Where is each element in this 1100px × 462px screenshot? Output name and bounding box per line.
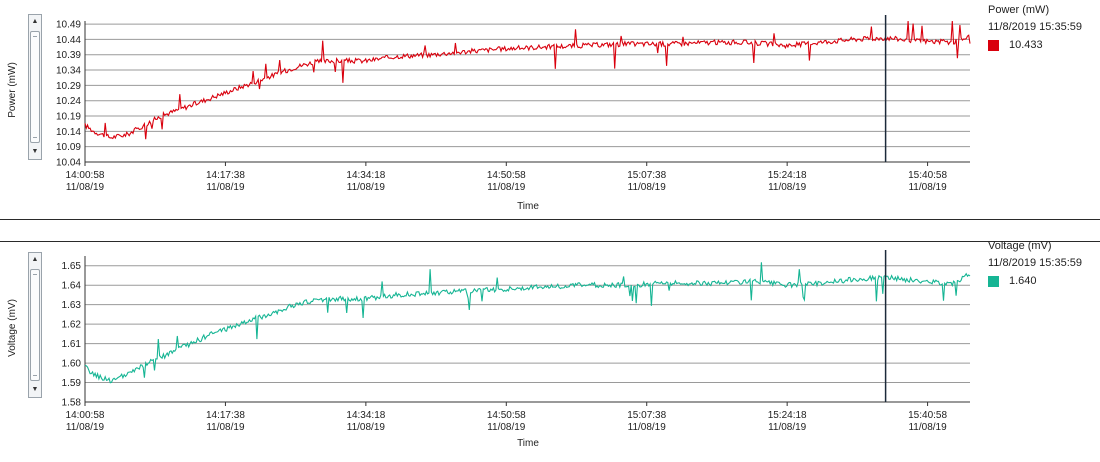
voltage-legend-entry: 1.640 <box>988 275 1082 287</box>
scroll-down-arrow-icon[interactable]: ▼ <box>31 386 39 393</box>
scrollbar-thumb[interactable] <box>30 31 40 143</box>
power-y-tick-label: 10.29 <box>56 81 81 92</box>
voltage-x-tick-time: 15:40:58 <box>908 410 947 421</box>
power-x-tick-date: 11/08/19 <box>908 182 947 193</box>
scrollbar-thumb[interactable] <box>30 269 40 381</box>
voltage-y-axis-label: Voltage (mV) <box>7 299 18 357</box>
power-y-axis-label: Power (mW) <box>7 62 18 118</box>
power-chart: Power (mW) Time 10.04 10.09 10.14 10.19 10.2… <box>7 15 971 212</box>
voltage-x-tick-date: 11/08/19 <box>487 422 526 433</box>
power-legend-value: 10.433 <box>1009 39 1043 51</box>
panel-divider <box>0 219 1100 220</box>
power-x-tick-date: 11/08/19 <box>66 182 105 193</box>
power-x-tick-time: 14:34:18 <box>346 170 385 181</box>
voltage-y-tick-label: 1.61 <box>62 339 82 350</box>
scroll-up-arrow-icon[interactable]: ▲ <box>31 256 39 263</box>
power-x-tick-time: 14:50:58 <box>487 170 526 181</box>
voltage-legend-swatch <box>988 275 999 287</box>
power-y-tick-label: 10.09 <box>56 142 81 153</box>
power-y-tick-label: 10.39 <box>56 50 81 61</box>
voltage-y-tick-label: 1.62 <box>62 320 82 331</box>
voltage-y-tick-label: 1.64 <box>62 281 82 292</box>
power-chart-panel: Power (mW) Time 10.04 10.09 10.14 10.19 10.2… <box>0 0 1100 222</box>
power-x-tick-date: 11/08/19 <box>628 182 667 193</box>
voltage-series-line <box>84 262 971 384</box>
power-y-tick-label: 10.24 <box>56 96 81 107</box>
voltage-x-axis-label: Time <box>517 438 539 449</box>
power-x-tick-time: 15:40:58 <box>908 170 947 181</box>
power-x-tick-date: 11/08/19 <box>347 182 386 193</box>
voltage-y-tick-label: 1.65 <box>62 261 82 272</box>
power-x-tick-date: 11/08/19 <box>487 182 526 193</box>
voltage-y-tick-label: 1.63 <box>62 300 82 311</box>
power-legend-entry: 10.433 <box>988 39 1082 51</box>
scroll-up-arrow-icon[interactable]: ▲ <box>31 18 39 25</box>
power-y-tick-label: 10.19 <box>56 112 81 123</box>
voltage-x-tick-date: 11/08/19 <box>206 422 245 433</box>
voltage-legend-value: 1.640 <box>1009 275 1037 287</box>
voltage-y-tick-label: 1.60 <box>62 359 82 370</box>
voltage-legend-title: Voltage (mV) <box>988 240 1052 252</box>
voltage-y-tick-label: 1.58 <box>62 398 82 409</box>
power-y-tick-label: 10.49 <box>56 20 81 31</box>
power-x-tick-time: 15:07:38 <box>627 170 666 181</box>
voltage-legend: Voltage (mV) 11/8/2019 15:35:59 1.640 <box>988 240 1082 287</box>
power-y-tick-label: 10.44 <box>56 35 81 46</box>
panel-divider <box>0 241 1100 242</box>
voltage-x-tick-date: 11/08/19 <box>66 422 105 433</box>
power-legend: Power (mW) 11/8/2019 15:35:59 10.433 <box>988 4 1082 51</box>
voltage-x-tick-time: 15:24:18 <box>768 410 807 421</box>
power-y-tick-label: 10.14 <box>56 127 81 138</box>
voltage-x-tick-time: 14:34:18 <box>346 410 385 421</box>
voltage-x-tick-date: 11/08/19 <box>768 422 807 433</box>
power-legend-swatch <box>988 39 999 51</box>
voltage-chart: Voltage (mV) Time 1.58 1.59 1.60 1.61 1.62 1.… <box>7 250 971 449</box>
voltage-x-tick-time: 15:07:38 <box>627 410 666 421</box>
power-legend-timestamp: 11/8/2019 15:35:59 <box>988 21 1082 33</box>
power-x-tick-time: 15:24:18 <box>768 170 807 181</box>
voltage-chart-panel: Voltage (mV) Time 1.58 1.59 1.60 1.61 1.62 1.… <box>0 238 1100 462</box>
voltage-x-tick-time: 14:17:38 <box>206 410 245 421</box>
power-x-tick-time: 14:00:58 <box>66 170 105 181</box>
voltage-legend-timestamp: 11/8/2019 15:35:59 <box>988 257 1082 269</box>
voltage-x-tick-time: 14:50:58 <box>487 410 526 421</box>
power-x-tick-date: 11/08/19 <box>206 182 245 193</box>
voltage-x-tick-date: 11/08/19 <box>628 422 667 433</box>
power-y-tick-label: 10.04 <box>56 158 81 169</box>
voltage-x-tick-time: 14:00:58 <box>66 410 105 421</box>
power-x-tick-time: 14:17:38 <box>206 170 245 181</box>
power-x-axis-label: Time <box>517 201 539 212</box>
voltage-x-tick-date: 11/08/19 <box>908 422 947 433</box>
power-series-line <box>84 20 971 140</box>
scroll-down-arrow-icon[interactable]: ▼ <box>31 148 39 155</box>
power-y-scrollbar[interactable]: ▲ ▼ <box>28 14 42 160</box>
power-x-tick-date: 11/08/19 <box>768 182 807 193</box>
power-y-tick-label: 10.34 <box>56 66 81 77</box>
voltage-y-tick-label: 1.59 <box>62 378 82 389</box>
voltage-x-tick-date: 11/08/19 <box>347 422 386 433</box>
power-legend-title: Power (mW) <box>988 4 1050 16</box>
voltage-y-scrollbar[interactable]: ▲ ▼ <box>28 252 42 398</box>
